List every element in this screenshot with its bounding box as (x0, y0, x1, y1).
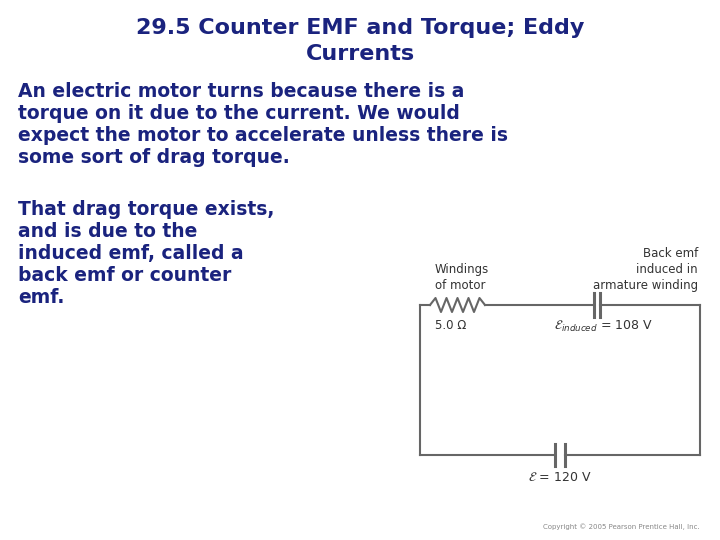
Text: induced emf, called a: induced emf, called a (18, 244, 243, 263)
Text: 29.5 Counter EMF and Torque; Eddy: 29.5 Counter EMF and Torque; Eddy (136, 18, 584, 38)
Text: An electric motor turns because there is a: An electric motor turns because there is… (18, 82, 464, 101)
Text: $\mathit{\mathcal{E}}_{induced}$ = 108 V: $\mathit{\mathcal{E}}_{induced}$ = 108 V (554, 319, 652, 334)
Text: emf.: emf. (18, 288, 64, 307)
Text: back emf or counter: back emf or counter (18, 266, 231, 285)
Text: torque on it due to the current. We would: torque on it due to the current. We woul… (18, 104, 460, 123)
Text: Currents: Currents (305, 44, 415, 64)
Text: That drag torque exists,: That drag torque exists, (18, 200, 274, 219)
Text: and is due to the: and is due to the (18, 222, 197, 241)
Text: Copyright © 2005 Pearson Prentice Hall, Inc.: Copyright © 2005 Pearson Prentice Hall, … (544, 523, 700, 530)
Text: expect the motor to accelerate unless there is: expect the motor to accelerate unless th… (18, 126, 508, 145)
Text: $\mathit{\mathcal{E}}$ = 120 V: $\mathit{\mathcal{E}}$ = 120 V (528, 471, 592, 484)
Text: 5.0 Ω: 5.0 Ω (435, 319, 467, 332)
Text: Windings
of motor: Windings of motor (435, 263, 490, 292)
Text: Back emf
induced in
armature winding: Back emf induced in armature winding (593, 247, 698, 292)
Text: some sort of drag torque.: some sort of drag torque. (18, 148, 289, 167)
